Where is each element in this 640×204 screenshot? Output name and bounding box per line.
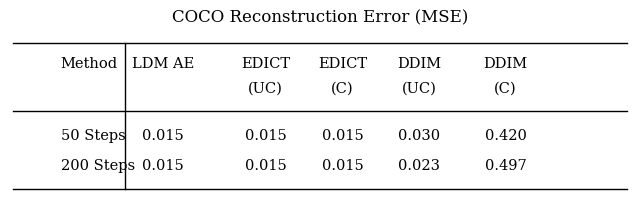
- Text: 0.015: 0.015: [142, 129, 184, 143]
- Text: EDICT: EDICT: [241, 57, 290, 71]
- Text: (C): (C): [331, 82, 354, 96]
- Text: COCO Reconstruction Error (MSE): COCO Reconstruction Error (MSE): [172, 9, 468, 26]
- Text: (C): (C): [494, 82, 517, 96]
- Text: 0.497: 0.497: [484, 159, 527, 173]
- Text: 0.023: 0.023: [398, 159, 440, 173]
- Text: 0.030: 0.030: [398, 129, 440, 143]
- Text: 200 Steps: 200 Steps: [61, 159, 135, 173]
- Text: 0.015: 0.015: [142, 159, 184, 173]
- Text: 0.015: 0.015: [321, 129, 364, 143]
- Text: 0.015: 0.015: [321, 159, 364, 173]
- Text: 50 Steps: 50 Steps: [61, 129, 125, 143]
- Text: Method: Method: [61, 57, 118, 71]
- Text: 0.015: 0.015: [244, 129, 287, 143]
- Text: 0.420: 0.420: [484, 129, 527, 143]
- Text: (UC): (UC): [248, 82, 283, 96]
- Text: DDIM: DDIM: [484, 57, 527, 71]
- Text: DDIM: DDIM: [397, 57, 441, 71]
- Text: LDM AE: LDM AE: [132, 57, 195, 71]
- Text: EDICT: EDICT: [318, 57, 367, 71]
- Text: (UC): (UC): [402, 82, 436, 96]
- Text: 0.015: 0.015: [244, 159, 287, 173]
